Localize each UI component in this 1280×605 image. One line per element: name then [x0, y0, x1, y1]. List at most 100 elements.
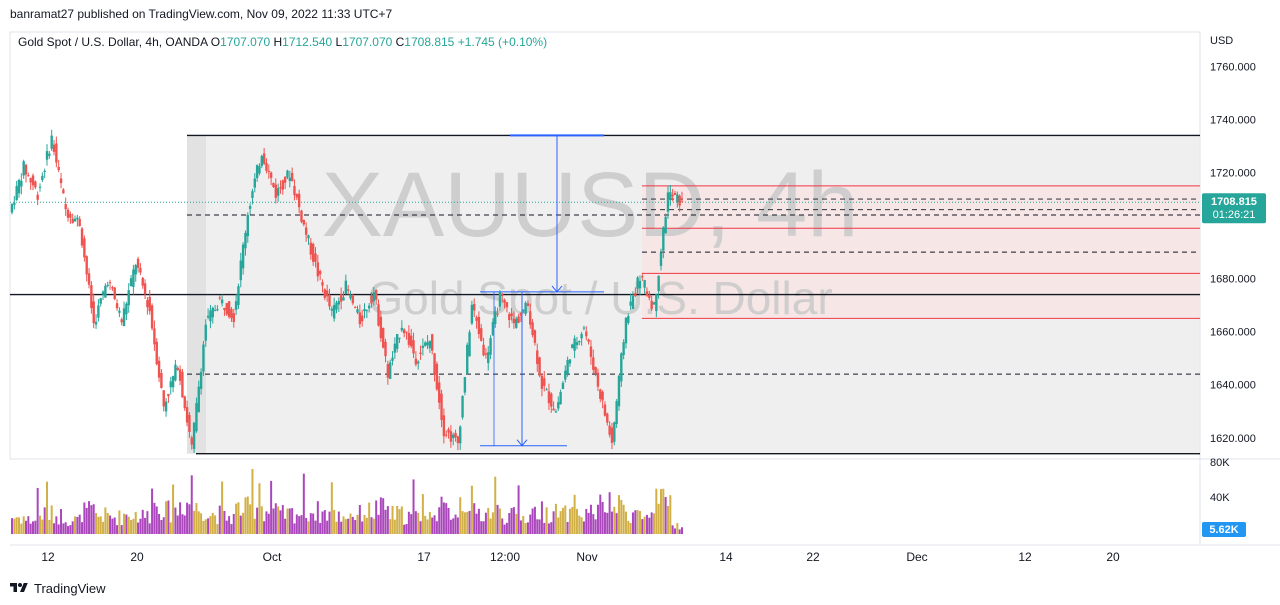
candle-body — [671, 194, 674, 197]
volume-bar — [127, 516, 130, 534]
candle-body — [388, 362, 392, 379]
candle-body — [314, 253, 317, 262]
candle-body — [160, 372, 163, 388]
volume-bar — [167, 500, 170, 534]
candle-body — [519, 312, 523, 316]
volume-bar — [228, 516, 231, 534]
candle-body — [148, 296, 151, 312]
volume-bar — [186, 502, 189, 534]
volume-bar — [571, 506, 574, 534]
volume-bar — [489, 518, 492, 534]
candle-body — [115, 303, 119, 309]
volume-bar — [659, 489, 662, 534]
candle-body — [174, 364, 177, 381]
candle-body — [475, 317, 478, 321]
candle-body — [645, 291, 649, 296]
volume-bar — [669, 495, 672, 534]
candle-body — [426, 342, 429, 346]
candle-body — [655, 294, 658, 312]
candle-body — [381, 327, 385, 348]
candle-body — [206, 315, 210, 318]
legend-part: 1707.070 — [220, 35, 273, 49]
candle-body — [55, 143, 58, 163]
volume-bars — [11, 468, 683, 534]
candle-body — [41, 175, 44, 181]
candle-body — [97, 305, 100, 318]
volume-bar — [235, 503, 238, 534]
candle-body — [412, 340, 415, 354]
volume-bar — [526, 522, 529, 534]
volume-bar — [456, 517, 459, 534]
candle-body — [470, 304, 474, 324]
volume-bar — [487, 507, 490, 534]
volume-bar — [447, 507, 450, 534]
candle-body — [386, 364, 390, 378]
volume-bar — [445, 503, 448, 534]
candle-body — [244, 232, 247, 249]
volume-bar — [657, 503, 660, 534]
volume-bar — [183, 515, 186, 534]
candle-body — [22, 161, 25, 176]
volume-bar — [300, 515, 303, 534]
candle-body — [526, 303, 530, 307]
legend-part: 1707.070 — [342, 35, 395, 49]
candle-body — [52, 144, 56, 152]
volume-bar — [613, 506, 616, 534]
ohlc-legend: Gold Spot / U.S. Dollar, 4h, OANDA O1707… — [18, 35, 547, 49]
volume-bar — [391, 505, 394, 534]
volume-bar — [216, 524, 219, 534]
candle-body — [50, 135, 53, 149]
volume-bar — [645, 514, 648, 534]
volume-bar — [554, 503, 557, 534]
volume-bar — [344, 519, 347, 534]
volume-bar — [351, 516, 354, 534]
candle-body — [279, 187, 282, 189]
time-tick: 17 — [417, 550, 431, 564]
volume-bar — [113, 517, 116, 534]
price-tick: 1620.000 — [1210, 433, 1256, 445]
candle-body — [370, 295, 373, 304]
volume-bar — [403, 524, 406, 534]
candle-body — [452, 434, 455, 439]
candle-body — [669, 192, 672, 199]
volume-bar — [536, 519, 539, 534]
candle-body — [216, 309, 219, 311]
candle-body — [220, 299, 224, 304]
volume-bar — [582, 521, 585, 534]
candle-body — [407, 333, 411, 345]
volume-bar — [221, 481, 224, 534]
volume-bar — [83, 502, 86, 534]
time-tick: 12:00 — [490, 550, 520, 564]
volume-bar — [39, 515, 42, 534]
volume-bar — [505, 522, 508, 534]
volume-bar — [284, 518, 287, 534]
volume-bar — [286, 508, 289, 534]
volume-bar — [137, 522, 140, 534]
legend-part: +1.745 (+0.10%) — [458, 35, 547, 49]
candle-body — [431, 334, 434, 351]
volume-bar — [244, 497, 247, 534]
candle-body — [90, 285, 93, 309]
volume-bar — [223, 511, 226, 534]
candle-body — [230, 309, 233, 319]
candle-body — [318, 271, 322, 275]
candle-body — [20, 180, 23, 187]
candle-body — [197, 386, 200, 413]
volume-bar — [468, 510, 471, 534]
volume-bar — [179, 502, 182, 534]
volume-bar — [267, 513, 270, 534]
volume-bar — [491, 512, 494, 534]
volume-bar — [36, 487, 39, 534]
volume-bar — [181, 514, 184, 534]
time-tick: 12 — [1018, 550, 1032, 564]
candle-body — [438, 382, 441, 403]
volume-bar — [118, 510, 121, 534]
volume-bar — [29, 523, 32, 534]
volume-bar — [634, 510, 637, 534]
candle-body — [13, 202, 16, 205]
candle-body — [395, 334, 399, 349]
candle-body — [34, 181, 37, 188]
candle-body — [253, 178, 256, 188]
volume-bar — [293, 523, 296, 534]
